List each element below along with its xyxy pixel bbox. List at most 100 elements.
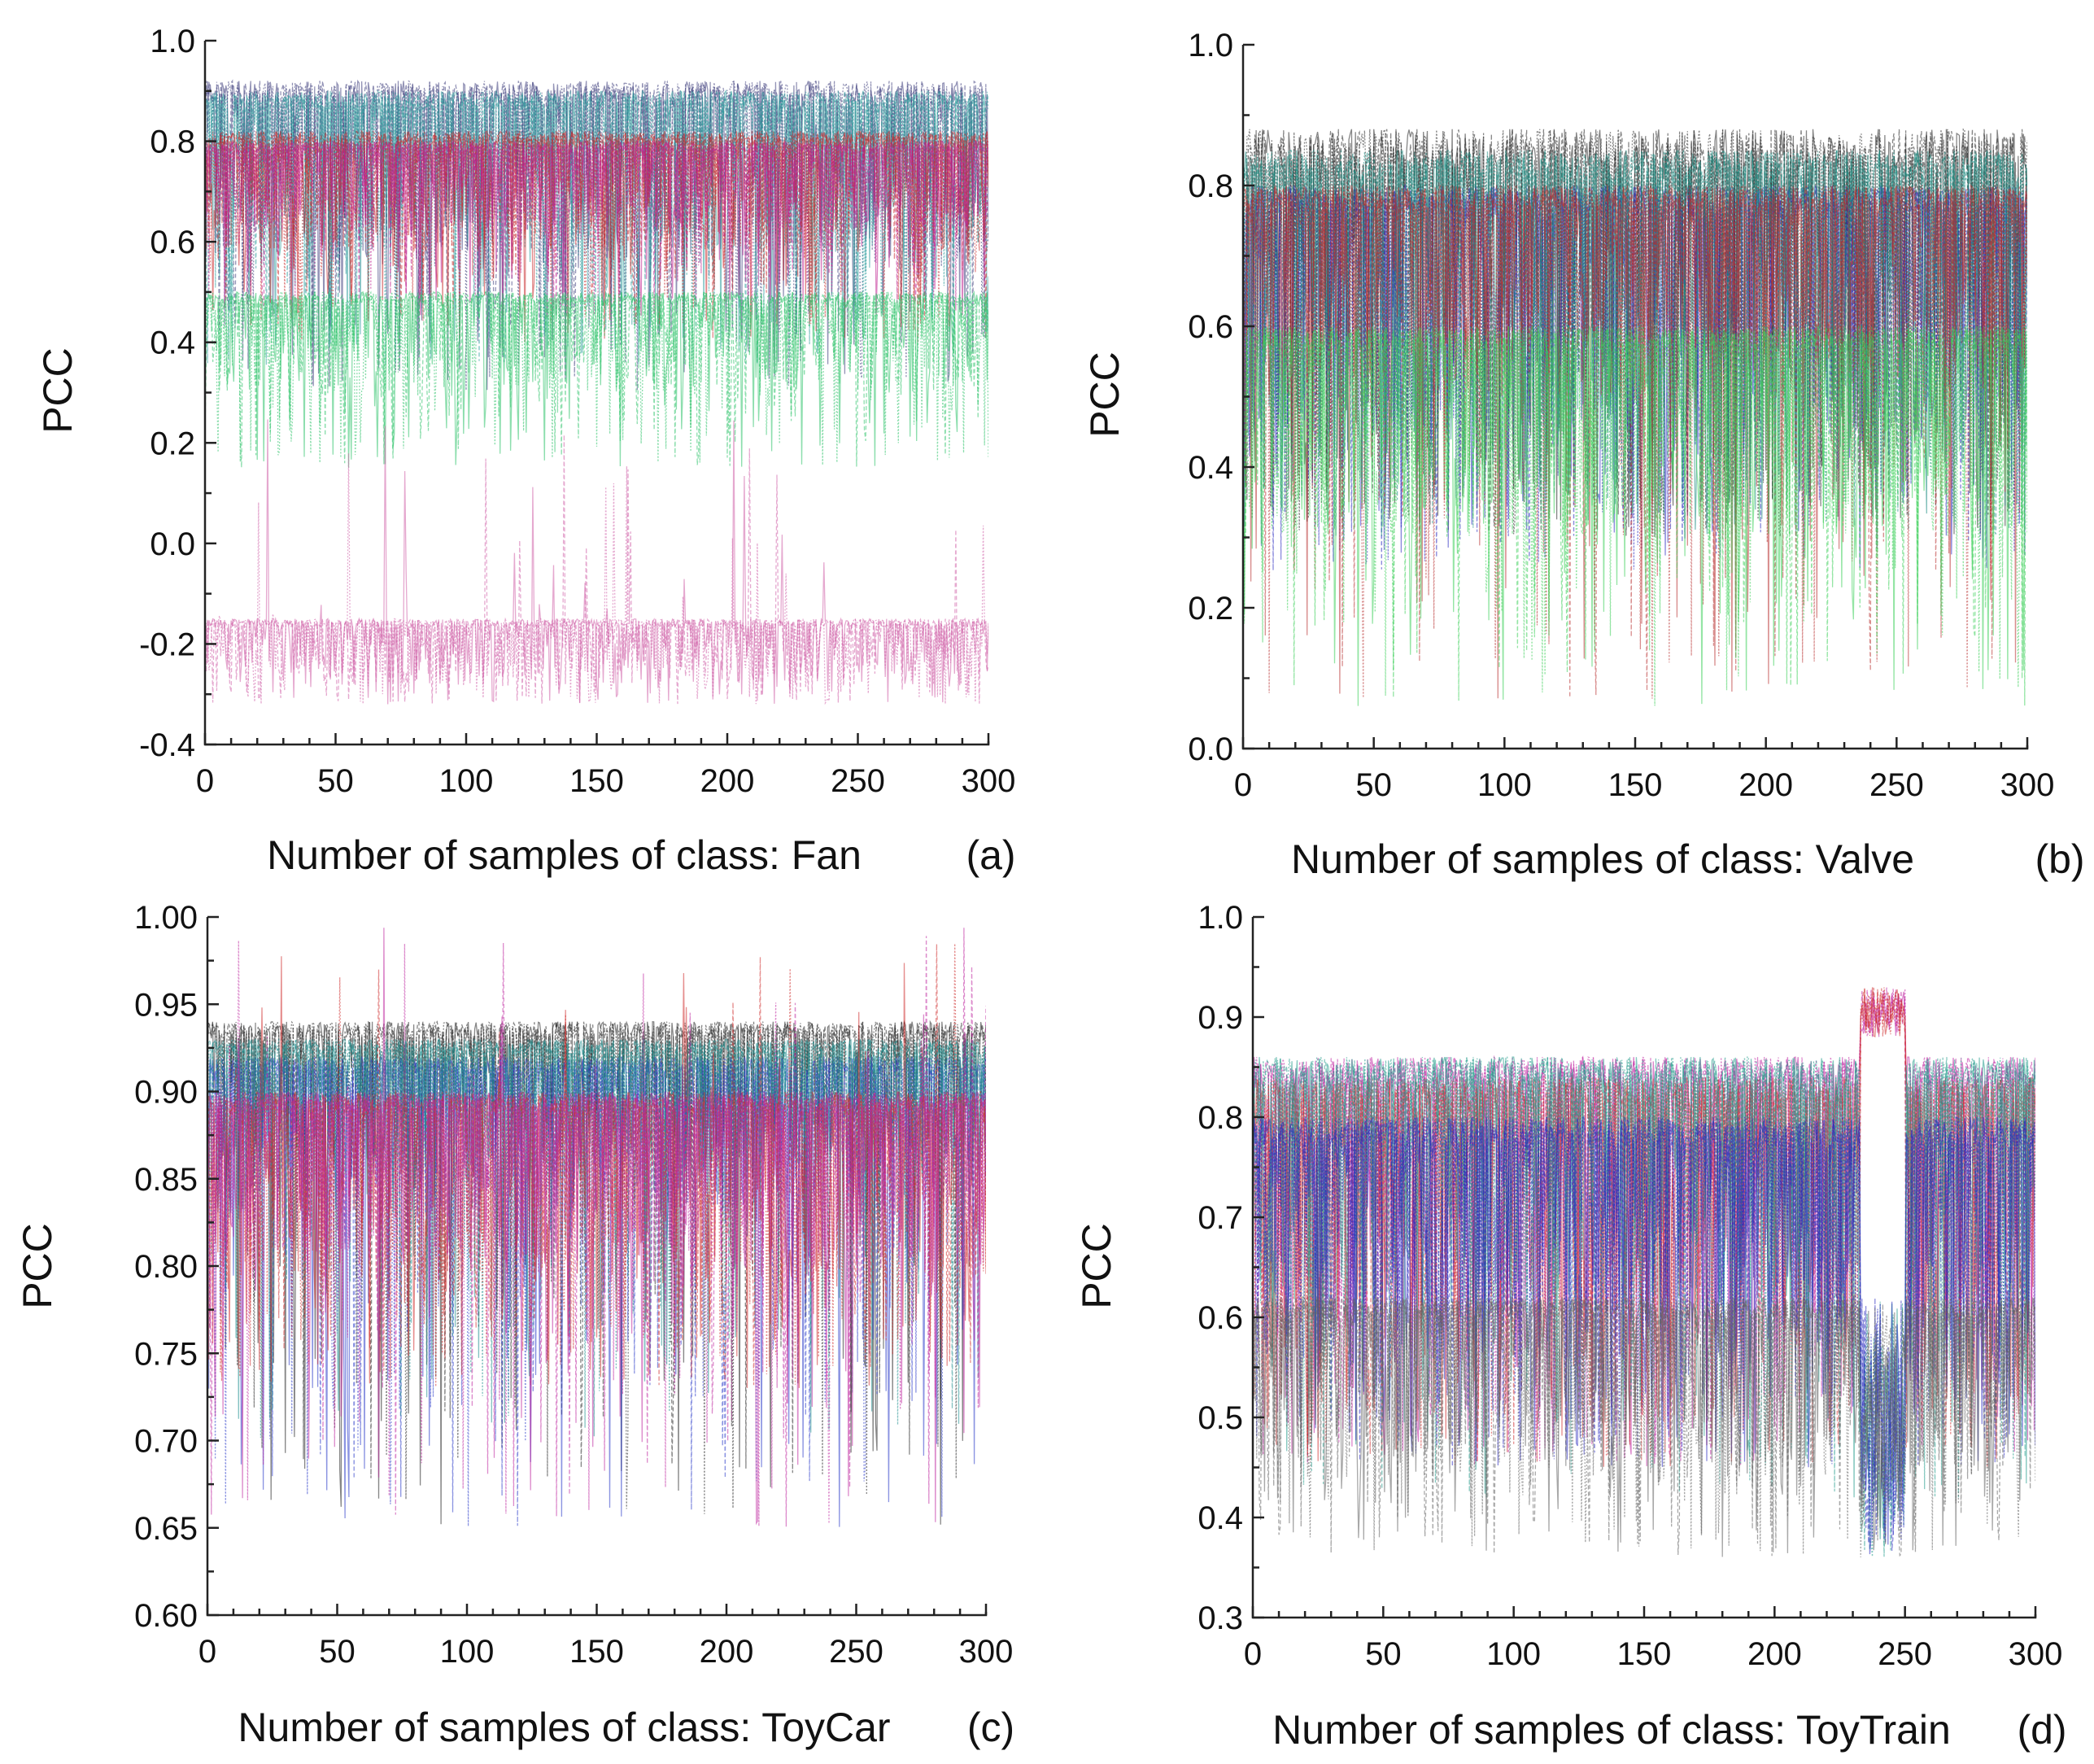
x-ticks-toytrain: 0 50 100 150 200 250 300	[1244, 1606, 2062, 1672]
y-tick-label: 0.8	[1198, 1100, 1243, 1136]
y-axis-title-valve: PCC	[1082, 351, 1128, 438]
panel-valve: 0.0 0.2 0.4 0.6 0.8 1.0 0 50 100 150 200 250 300 Nu…	[1082, 28, 2085, 882]
x-tick-label: 100	[439, 763, 494, 799]
series-line-blue-band	[1253, 1116, 2035, 1552]
x-tick-label: 150	[1608, 767, 1663, 803]
y-tick-label: 0.4	[1188, 450, 1233, 486]
series-line-red-band	[207, 943, 986, 1387]
x-ticks-toycar: 0 50 100 150 200 250 300	[198, 1604, 1014, 1670]
y-tick-label: 1.0	[1188, 28, 1233, 63]
y-tick-label: 0.7	[1198, 1200, 1243, 1236]
series-line-red-band	[205, 129, 988, 340]
x-tick-label: 0	[1234, 767, 1252, 803]
series-line-gray-low-band	[1253, 1296, 2035, 1557]
series-line-teal-band	[207, 1037, 986, 1439]
series-line-magenta-band	[205, 139, 988, 317]
series-line-magenta-band	[205, 139, 988, 317]
x-tick-label: 150	[569, 1634, 624, 1670]
x-ticks-fan: 0 50 100 150 200 250 300	[196, 733, 1016, 799]
series-line-green-outlier	[205, 290, 988, 468]
x-tick-label: 150	[569, 763, 624, 799]
y-tick-label: 0.65	[134, 1511, 198, 1547]
series-line-green-outlier	[1243, 324, 2027, 706]
x-tick-label: 300	[959, 1634, 1014, 1670]
series-line-gray-low-band	[1253, 1295, 2035, 1557]
y-axis-title-fan: PCC	[35, 347, 81, 434]
series-line-green-outlier	[1243, 325, 2027, 706]
panel-toytrain: 0.3 0.4 0.5 0.6 0.7 0.8 0.9 1.0 0 50 100 150 200 250…	[1074, 900, 2067, 1753]
series-line-blue-band	[1253, 1116, 2035, 1541]
y-tick-label: 0.80	[134, 1249, 198, 1285]
y-tick-label: 0.6	[1188, 309, 1233, 345]
x-axis-title-fan: Number of samples of class: Fan	[267, 832, 862, 878]
x-tick-label: 50	[1355, 767, 1392, 803]
x-tick-label: 200	[700, 1634, 754, 1670]
y-tick-label: 0.0	[1188, 731, 1233, 767]
y-tick-label: 0.60	[134, 1598, 198, 1634]
y-axis-title-toytrain: PCC	[1074, 1223, 1119, 1309]
y-tick-label: 1.00	[134, 900, 198, 936]
y-tick-label: 0.0	[150, 526, 195, 562]
series-line-pink-outlier	[205, 434, 988, 705]
series-line-blue-band	[207, 1054, 986, 1526]
x-tick-label: 250	[1878, 1636, 1932, 1672]
panel-toycar: 0.60 0.65 0.70 0.75 0.80 0.85 0.90 0.95 1.00 0 50…	[15, 900, 1014, 1750]
y-ticks-toytrain: 0.3 0.4 0.5 0.6 0.7 0.8 0.9 1.0	[1198, 900, 1264, 1636]
y-tick-label: 1.0	[150, 24, 195, 59]
series-line-red-band	[1243, 183, 2027, 699]
y-ticks-fan: -0.4 -0.2 0.0 0.2 0.4 0.6 0.8 1.0	[139, 24, 216, 763]
series-line-gray-low-band	[1253, 1295, 2035, 1557]
y-tick-label: 0.5	[1198, 1400, 1243, 1436]
series-line-green-outlier	[1243, 325, 2027, 706]
y-tick-label: 0.90	[134, 1075, 198, 1111]
y-tick-label: 0.75	[134, 1336, 198, 1372]
x-tick-label: 50	[319, 1634, 356, 1670]
x-tick-label: 150	[1617, 1636, 1672, 1672]
y-tick-label: 0.95	[134, 987, 198, 1023]
y-tick-label: 0.85	[134, 1162, 198, 1198]
y-tick-label: -0.4	[139, 727, 195, 763]
x-ticks-valve: 0 50 100 150 200 250 300	[1234, 737, 2054, 803]
x-axis-title-toycar: Number of samples of class: ToyCar	[238, 1705, 890, 1750]
plot-area-toycar	[207, 928, 986, 1527]
panel-fan: -0.4 -0.2 0.0 0.2 0.4 0.6 0.8 1.0 0 50 100 150 200 2…	[35, 24, 1016, 878]
series-line-teal-band	[205, 90, 988, 365]
x-tick-label: 250	[829, 1634, 883, 1670]
x-tick-label: 100	[440, 1634, 495, 1670]
y-tick-label: 0.6	[150, 225, 195, 260]
series-line-red-band	[1243, 183, 2027, 698]
y-tick-label: 1.0	[1198, 900, 1243, 936]
panel-tag-a: (a)	[966, 832, 1015, 878]
y-tick-label: 0.4	[1198, 1500, 1243, 1536]
y-tick-label: 0.70	[134, 1424, 198, 1460]
series-line-green-outlier	[205, 290, 988, 465]
y-tick-label: 0.3	[1198, 1600, 1243, 1636]
series-line-teal-band	[1253, 1057, 2035, 1557]
x-tick-label: 50	[1365, 1636, 1402, 1672]
x-tick-label: 200	[1747, 1636, 1802, 1672]
x-tick-label: 200	[1738, 767, 1793, 803]
y-tick-label: 0.8	[150, 124, 195, 160]
y-ticks-valve: 0.0 0.2 0.4 0.6 0.8 1.0	[1188, 28, 1254, 767]
series-line-main-band	[205, 79, 988, 386]
plot-area-valve	[1243, 127, 2027, 706]
plot-area-toytrain	[1253, 987, 2035, 1557]
y-tick-label: -0.2	[139, 627, 195, 662]
y-tick-label: 0.2	[150, 426, 195, 461]
x-tick-label: 300	[962, 763, 1016, 799]
x-tick-label: 250	[1869, 767, 1924, 803]
plot-area-fan	[205, 79, 988, 705]
x-tick-label: 100	[1477, 767, 1532, 803]
series-line-teal-band	[1243, 150, 2027, 536]
y-ticks-toycar: 0.60 0.65 0.70 0.75 0.80 0.85 0.90 0.95 1.00	[134, 900, 219, 1634]
x-tick-label: 0	[196, 763, 214, 799]
series-line-magenta-band	[205, 139, 988, 317]
series-line-pink-outlier	[205, 419, 988, 705]
x-tick-label: 200	[700, 763, 755, 799]
y-tick-label: 0.6	[1198, 1300, 1243, 1336]
x-tick-label: 0	[1244, 1636, 1262, 1672]
y-tick-label: 0.9	[1198, 1000, 1243, 1036]
x-axis-title-valve: Number of samples of class: Valve	[1291, 836, 1914, 882]
y-axis-title-toycar: PCC	[15, 1223, 60, 1309]
x-tick-label: 250	[831, 763, 885, 799]
